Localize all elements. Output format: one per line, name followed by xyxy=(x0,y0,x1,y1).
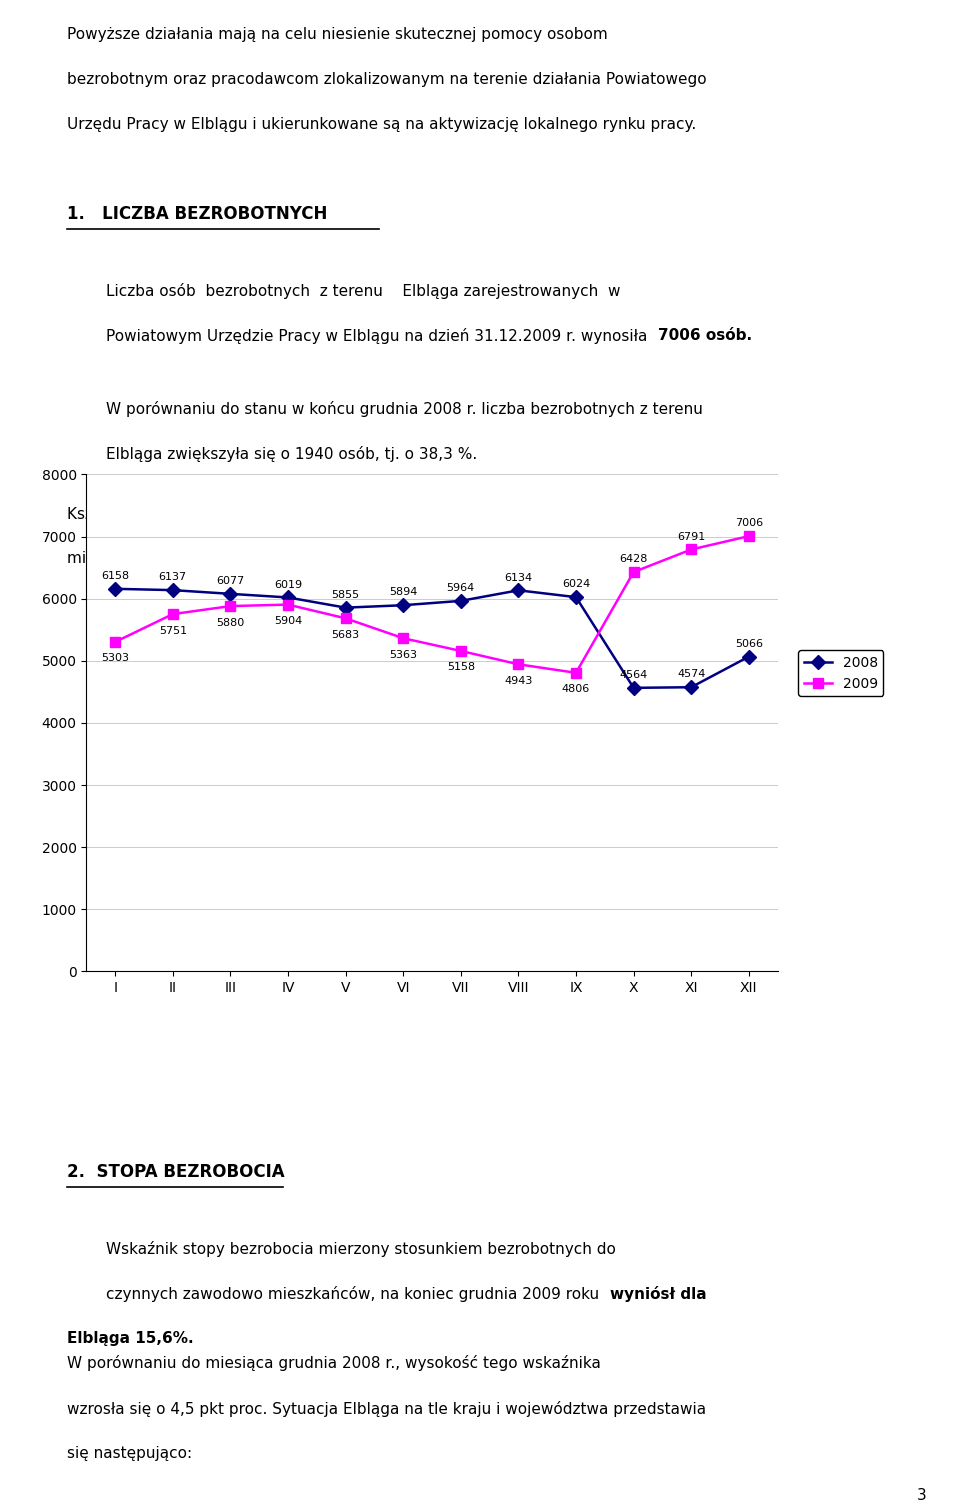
Text: 6019: 6019 xyxy=(274,580,302,590)
Text: 5303: 5303 xyxy=(101,654,130,663)
2008 xyxy=(225,584,236,602)
2008 xyxy=(397,596,409,614)
2009 xyxy=(570,664,582,682)
Text: Liczba osób  bezrobotnych  z terenu    Elbląga zarejestrowanych  w: Liczba osób bezrobotnych z terenu Elbląg… xyxy=(106,283,620,300)
2009 xyxy=(513,655,524,673)
Legend: 2008, 2009: 2008, 2009 xyxy=(799,651,883,696)
Text: Urzędu Pracy w Elblągu i ukierunkowane są na aktywizację lokalnego rynku pracy.: Urzędu Pracy w Elblągu i ukierunkowane s… xyxy=(67,117,696,133)
Text: 6137: 6137 xyxy=(158,572,187,583)
Text: 5066: 5066 xyxy=(734,639,763,649)
Text: Wykres nr 1. Liczba bezrobotnych w mieście Elblągu: Wykres nr 1. Liczba bezrobotnych w mieśc… xyxy=(279,617,681,634)
2008 xyxy=(455,592,467,610)
Text: 4574: 4574 xyxy=(677,670,706,679)
Text: 6158: 6158 xyxy=(101,571,130,581)
Text: 5894: 5894 xyxy=(389,587,418,598)
Text: Wskaźnik stopy bezrobocia mierzony stosunkiem bezrobotnych do: Wskaźnik stopy bezrobocia mierzony stosu… xyxy=(106,1241,615,1258)
2008 xyxy=(570,589,582,607)
2008 xyxy=(340,598,351,616)
Text: 5683: 5683 xyxy=(331,630,360,640)
2008 xyxy=(513,581,524,599)
Text: 3: 3 xyxy=(917,1488,926,1503)
Text: 2.  STOPA BEZROBOCIA: 2. STOPA BEZROBOCIA xyxy=(67,1163,285,1181)
Text: 7006 osób.: 7006 osób. xyxy=(658,328,752,343)
Text: 5751: 5751 xyxy=(158,625,187,636)
2009 xyxy=(628,563,639,581)
Text: Elbląga zwiększyła się o 1940 osób, tj. o 38,3 %.: Elbląga zwiększyła się o 1940 osób, tj. … xyxy=(106,446,477,462)
Text: 5904: 5904 xyxy=(274,616,302,626)
Text: czynnych zawodowo mieszkańców, na koniec grudnia 2009 roku: czynnych zawodowo mieszkańców, na koniec… xyxy=(106,1286,604,1303)
2009 xyxy=(167,605,179,623)
Text: wzrosła się o 4,5 pkt proc. Sytuacja Elbląga na tle kraju i województwa przedsta: wzrosła się o 4,5 pkt proc. Sytuacja Elb… xyxy=(67,1401,707,1417)
Text: 4943: 4943 xyxy=(504,676,533,685)
2008 xyxy=(167,581,179,599)
Text: 5855: 5855 xyxy=(331,590,360,599)
Line: 2009: 2009 xyxy=(110,532,754,678)
Text: bezrobotnym oraz pracodawcom zlokalizowanym na terenie działania Powiatowego: bezrobotnym oraz pracodawcom zlokalizowa… xyxy=(67,72,707,87)
Text: 4806: 4806 xyxy=(562,684,590,694)
2009 xyxy=(109,633,121,651)
Text: wyniósł dla: wyniósł dla xyxy=(610,1286,707,1303)
2008 xyxy=(282,589,294,607)
2009 xyxy=(225,596,236,614)
Text: W porównaniu do miesiąca grudnia 2008 r., wysokość tego wskaźnika: W porównaniu do miesiąca grudnia 2008 r.… xyxy=(67,1355,601,1372)
2008 xyxy=(685,678,697,696)
Text: Kształtowanie się liczby bezrobotnych w 2008 i 2009 roku w poszczególnych: Kształtowanie się liczby bezrobotnych w … xyxy=(67,506,654,523)
2009 xyxy=(455,642,467,660)
Text: 1.   LICZBA BEZROBOTNYCH: 1. LICZBA BEZROBOTNYCH xyxy=(67,205,327,223)
Text: W porównaniu do stanu w końcu grudnia 2008 r. liczba bezrobotnych z terenu: W porównaniu do stanu w końcu grudnia 20… xyxy=(106,401,703,417)
Line: 2008: 2008 xyxy=(110,584,754,693)
2009 xyxy=(282,595,294,613)
2009 xyxy=(340,610,351,628)
2009 xyxy=(397,630,409,648)
Text: 7006: 7006 xyxy=(734,518,763,529)
Text: 5880: 5880 xyxy=(216,617,245,628)
Text: 5363: 5363 xyxy=(389,649,418,660)
Text: Elbląga 15,6%.: Elbląga 15,6%. xyxy=(67,1331,194,1346)
2008 xyxy=(628,679,639,697)
Text: 4564: 4564 xyxy=(619,670,648,681)
Text: 5964: 5964 xyxy=(446,583,475,593)
Text: 6024: 6024 xyxy=(562,580,590,589)
2009 xyxy=(685,541,697,559)
2008 xyxy=(109,580,121,598)
Text: 5158: 5158 xyxy=(446,663,475,672)
Text: miesiącach przestawia wykres nr 1.: miesiącach przestawia wykres nr 1. xyxy=(67,551,341,566)
2008 xyxy=(743,648,755,666)
Text: się następująco:: się następująco: xyxy=(67,1446,192,1461)
Text: 6428: 6428 xyxy=(619,554,648,565)
Text: 6791: 6791 xyxy=(677,532,706,542)
Text: Powyższe działania mają na celu niesienie skutecznej pomocy osobom: Powyższe działania mają na celu niesieni… xyxy=(67,27,608,42)
Text: Powiatowym Urzędzie Pracy w Elblągu na dzień 31.12.2009 r. wynosiła: Powiatowym Urzędzie Pracy w Elblągu na d… xyxy=(106,328,652,345)
Text: 6077: 6077 xyxy=(216,577,245,586)
2009 xyxy=(743,527,755,545)
Text: 6134: 6134 xyxy=(504,572,533,583)
